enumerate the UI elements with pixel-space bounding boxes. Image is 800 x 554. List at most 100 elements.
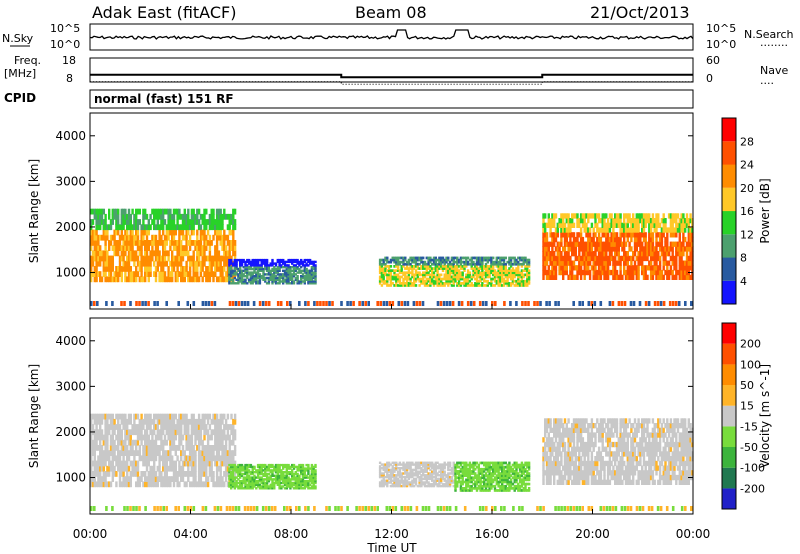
echo-cell — [648, 232, 651, 238]
echo-cell — [160, 476, 163, 482]
echo-cell — [307, 469, 310, 472]
echo-cell — [206, 439, 210, 446]
echo-cell — [461, 260, 464, 264]
echo-cell — [289, 478, 292, 481]
echo-cell — [583, 255, 586, 262]
echo-cell — [228, 471, 231, 477]
echo-cell — [118, 413, 122, 420]
echo-cell — [620, 301, 624, 306]
echo-cell — [642, 222, 646, 228]
freq-left-tick-top: 18 — [62, 54, 76, 67]
echo-cell — [479, 277, 482, 281]
echo-cell — [438, 256, 441, 260]
echo-cell — [169, 240, 172, 246]
echo-cell — [492, 256, 495, 260]
echo-cell — [687, 246, 690, 252]
echo-cell — [95, 276, 98, 283]
echo-cell — [183, 450, 186, 456]
echo-cell — [255, 280, 258, 283]
echo-cell — [244, 280, 247, 283]
echo-cell — [391, 472, 394, 475]
echo-cell — [597, 213, 601, 219]
echo-cell — [151, 219, 154, 225]
echo-cell — [515, 279, 518, 283]
echo-cell — [456, 260, 459, 264]
echo-cell — [169, 429, 172, 436]
echo-cell — [160, 276, 163, 283]
echo-cell — [102, 471, 105, 477]
echo-region — [378, 461, 455, 488]
echo-cell — [205, 219, 208, 225]
echo-cell — [283, 266, 287, 269]
echo-cell — [190, 240, 194, 246]
echo-cell — [578, 265, 581, 271]
echo-cell — [572, 301, 575, 306]
echo-cell — [303, 483, 306, 486]
echo-cell — [287, 478, 290, 481]
echo-cell — [230, 481, 233, 485]
echo-cell — [303, 480, 306, 483]
echo-cell — [558, 260, 561, 266]
echo-cell — [199, 240, 203, 246]
echo-cell — [233, 276, 236, 280]
echo-cell — [133, 276, 136, 283]
echo-cell — [271, 280, 274, 283]
echo-cell — [273, 485, 276, 488]
echo-cell — [660, 241, 664, 247]
echo-cell — [386, 467, 389, 470]
echo-cell — [468, 275, 472, 279]
echo-cell — [201, 250, 204, 257]
echo-cell — [624, 251, 628, 257]
echo-cell — [122, 465, 125, 472]
echo-cell — [233, 434, 237, 441]
echo-cell — [230, 424, 233, 430]
echo-cell — [427, 265, 430, 268]
echo-cell — [171, 213, 174, 220]
echo-cell — [242, 465, 245, 469]
echo-cell — [662, 232, 665, 238]
echo-cell — [563, 213, 567, 219]
echo-cell — [274, 264, 278, 267]
echo-cell — [271, 487, 274, 490]
echo-cell — [247, 480, 251, 483]
echo-cell — [623, 251, 626, 257]
echo-cell — [547, 241, 550, 247]
echo-cell — [314, 260, 317, 264]
echo-cell — [144, 250, 147, 257]
echo-cell — [603, 213, 606, 219]
echo-cell — [639, 255, 642, 262]
echo-cell — [300, 262, 303, 265]
echo-cell — [233, 487, 236, 490]
echo-cell — [440, 273, 443, 277]
echo-cell — [440, 279, 443, 283]
echo-cell — [192, 229, 195, 236]
echo-cell — [126, 434, 129, 441]
echo-cell — [655, 213, 658, 219]
echo-cell — [233, 208, 237, 215]
echo-cell — [667, 213, 671, 219]
echo-cell — [583, 265, 586, 271]
echo-cell — [386, 260, 389, 264]
echo-cell — [657, 274, 660, 280]
echo-cell — [418, 277, 421, 281]
echo-cell — [556, 255, 559, 262]
echo-cell — [176, 418, 179, 425]
echo-cell — [509, 284, 513, 287]
echo-cell — [434, 265, 437, 268]
echo-cell — [387, 277, 391, 281]
echo-cell — [255, 282, 258, 285]
echo-cell — [199, 460, 203, 467]
echo-cell — [149, 476, 152, 482]
echo-cell — [402, 481, 405, 484]
echo-cell — [303, 275, 306, 278]
echo-cell — [180, 471, 183, 477]
echo-cell — [154, 213, 158, 220]
echo-cell — [273, 266, 276, 269]
echo-cell — [93, 455, 96, 462]
echo-cell — [141, 301, 144, 306]
echo-cell — [518, 284, 522, 287]
echo-cell — [594, 232, 597, 238]
echo-cell — [378, 465, 382, 468]
freq-right-label-line: .... — [760, 74, 774, 87]
echo-cell — [400, 475, 403, 479]
